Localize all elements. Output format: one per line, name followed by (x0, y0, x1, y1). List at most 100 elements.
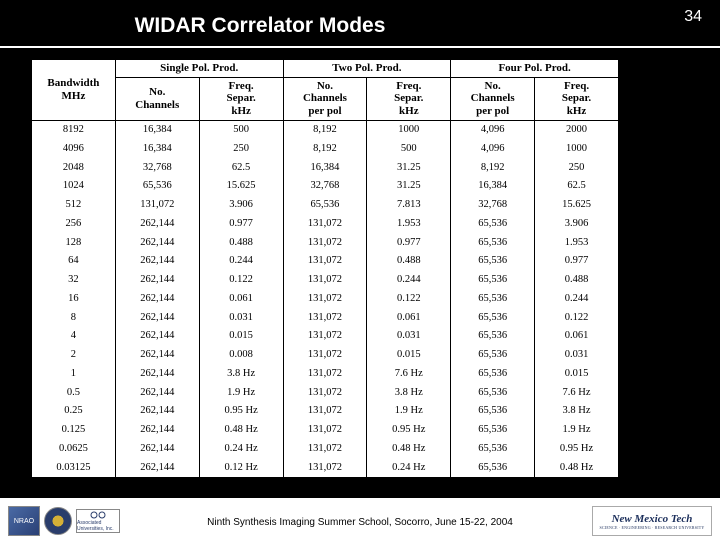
table-cell: 0.977 (199, 214, 283, 233)
l: Separ. (226, 92, 255, 104)
table-cell: 0.95 Hz (535, 439, 619, 458)
table-cell: 65,536 (451, 233, 535, 252)
table-cell: 131,072 (283, 383, 367, 402)
table-cell: 65,536 (451, 346, 535, 365)
table-cell: 65,536 (451, 364, 535, 383)
table-cell: 8,192 (283, 139, 367, 158)
correlator-table: Bandwidth MHz Single Pol. Prod. Two Pol.… (31, 59, 619, 477)
table-cell: 262,144 (115, 271, 199, 290)
table-cell: 1000 (535, 139, 619, 158)
table-cell: 0.12 Hz (199, 458, 283, 477)
table-row: 0.03125262,1440.12 Hz131,0720.24 Hz65,53… (32, 458, 619, 477)
table-cell: 7.6 Hz (535, 383, 619, 402)
table-cell: 0.061 (367, 308, 451, 327)
table-cell: 131,072 (283, 346, 367, 365)
table-cell: 65,536 (451, 439, 535, 458)
table-cell: 65,536 (451, 402, 535, 421)
table-cell: 131,072 (283, 214, 367, 233)
table-body: 8192 16,3845008,192 10004,0962000409616,38… (32, 120, 619, 477)
col-sp-channels: No. Channels (115, 77, 199, 120)
table-cell: 262,144 (115, 289, 199, 308)
table-cell: 0.031 (367, 327, 451, 346)
table-cell: 131,072 (283, 327, 367, 346)
table-cell: 0.244 (367, 271, 451, 290)
table-row: 102465,53615.62532,76831.2516,38462.5 (32, 177, 619, 196)
table-cell: 8,192 (283, 120, 367, 139)
col-bandwidth-l1: Bandwidth (47, 77, 99, 89)
l: Separ. (394, 92, 423, 104)
table-cell: 131,072 (283, 421, 367, 440)
table-cell: 131,072 (283, 364, 367, 383)
table-cell: 0.48 Hz (535, 458, 619, 477)
table-header: Bandwidth MHz Single Pol. Prod. Two Pol.… (32, 60, 619, 121)
table-cell: 0.0625 (32, 439, 116, 458)
table-cell: 131,072 (283, 439, 367, 458)
table-cell: 16 (32, 289, 116, 308)
nmt-label: New Mexico Tech (612, 513, 693, 525)
table-cell: 0.95 Hz (199, 402, 283, 421)
table-cell: 1 (32, 364, 116, 383)
group-two-pol: Two Pol. Prod. (283, 60, 451, 78)
table-cell: 65,536 (451, 327, 535, 346)
l: Channels (135, 99, 179, 111)
table-cell: 500 (199, 120, 283, 139)
table-row: 64262,1440.244131,0720.48865,5360.977 (32, 252, 619, 271)
table-cell: 0.977 (367, 233, 451, 252)
l: kHz (567, 105, 587, 117)
table-cell: 62.5 (199, 158, 283, 177)
table-row: 32262,1440.122131,0720.24465,5360.488 (32, 271, 619, 290)
table-cell: 0.95 Hz (367, 421, 451, 440)
table-cell: 0.03125 (32, 458, 116, 477)
nmt-logo-icon: New Mexico Tech SCIENCE · ENGINEERING · … (592, 506, 712, 536)
l: kHz (399, 105, 419, 117)
table-cell: 0.061 (535, 327, 619, 346)
table-cell: 15.625 (535, 196, 619, 215)
table-row: 512131,0723.90665,5367.81332,76815.625 (32, 196, 619, 215)
table-cell: 65,536 (451, 383, 535, 402)
table-cell: 3.906 (535, 214, 619, 233)
footer: NRAO Associated Universities, Inc. Ninth… (0, 498, 720, 540)
table-cell: 3.8 Hz (535, 402, 619, 421)
table-cell: 262,144 (115, 402, 199, 421)
table-cell: 32,768 (115, 158, 199, 177)
table-cell: 262,144 (115, 252, 199, 271)
title-bar: WIDAR Correlator Modes 34 (0, 0, 720, 48)
table-cell: 62.5 (535, 177, 619, 196)
l: Channels (303, 92, 347, 104)
l: per pol (308, 105, 341, 117)
table-cell: 65,536 (451, 271, 535, 290)
table-cell: 65,536 (451, 421, 535, 440)
table-cell: 8192 (32, 120, 116, 139)
table-cell: 16,384 (283, 158, 367, 177)
table-cell: 0.061 (199, 289, 283, 308)
table-cell: 262,144 (115, 458, 199, 477)
table-cell: 512 (32, 196, 116, 215)
table-cell: 4096 (32, 139, 116, 158)
table-cell: 0.125 (32, 421, 116, 440)
table-cell: 4,096 (451, 120, 535, 139)
table-row: 409616,3842508,1925004,0961000 (32, 139, 619, 158)
table-cell: 2000 (535, 120, 619, 139)
table-row: 4262,1440.015131,0720.03165,5360.061 (32, 327, 619, 346)
table-cell: 0.015 (535, 364, 619, 383)
table-cell: 262,144 (115, 383, 199, 402)
table-cell: 64 (32, 252, 116, 271)
table-cell: 15.625 (199, 177, 283, 196)
table-cell: 65,536 (451, 252, 535, 271)
table-cell: 1.9 Hz (199, 383, 283, 402)
col-sp-freq: Freq. Separ. kHz (199, 77, 283, 120)
table-cell: 1.9 Hz (535, 421, 619, 440)
table-cell: 32 (32, 271, 116, 290)
table-cell: 500 (367, 139, 451, 158)
page-number: 34 (684, 8, 702, 26)
table-cell: 131,072 (283, 458, 367, 477)
col-tp-freq: Freq. Separ. kHz (367, 77, 451, 120)
l: Separ. (562, 92, 591, 104)
table-cell: 1.9 Hz (367, 402, 451, 421)
table-cell: 3.8 Hz (367, 383, 451, 402)
table-cell: 4,096 (451, 139, 535, 158)
col-bandwidth: Bandwidth MHz (32, 60, 116, 121)
table-cell: 1.953 (367, 214, 451, 233)
l: Freq. (396, 80, 421, 92)
table-cell: 1024 (32, 177, 116, 196)
